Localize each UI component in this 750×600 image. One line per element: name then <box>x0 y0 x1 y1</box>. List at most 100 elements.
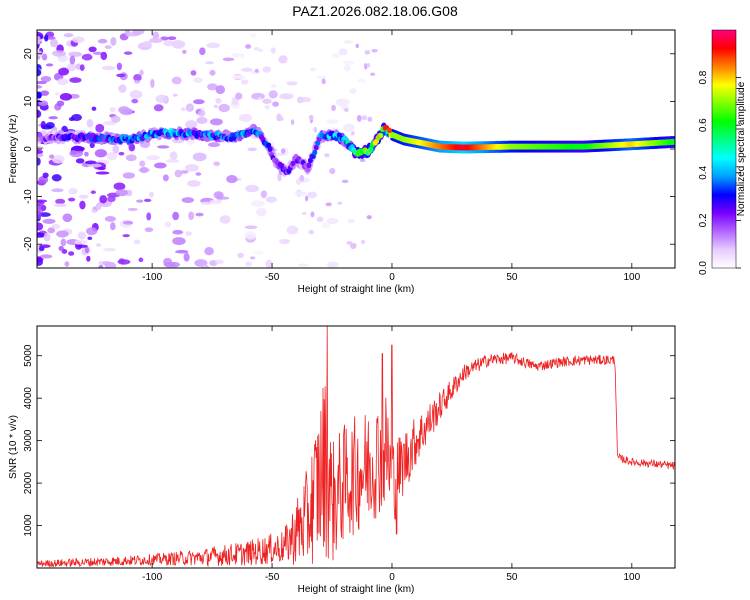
noise-blob <box>115 189 128 197</box>
noise-blob <box>155 94 168 104</box>
x-tick-label: 100 <box>623 272 640 283</box>
noise-blob <box>77 244 88 248</box>
noise-blob <box>68 117 75 122</box>
noise-blob <box>251 200 265 207</box>
noise-blob <box>68 187 78 195</box>
noise-blob <box>245 261 253 267</box>
noise-blob <box>215 85 226 95</box>
noise-blob <box>111 115 121 123</box>
ridge-core <box>290 160 296 167</box>
noise-blob <box>163 40 174 47</box>
noise-blob <box>325 202 332 207</box>
noise-blob <box>109 106 116 113</box>
noise-blob <box>195 172 202 176</box>
noise-blob <box>226 175 238 184</box>
noise-blob <box>344 107 349 113</box>
noise-blob <box>371 48 378 53</box>
noise-blob <box>143 40 152 48</box>
noise-blob <box>316 75 327 79</box>
noise-blob <box>231 75 246 79</box>
noise-blob <box>346 241 353 245</box>
noise-blob <box>265 196 278 203</box>
noise-blob <box>44 34 49 42</box>
noise-blob <box>51 155 65 164</box>
noise-blob <box>245 44 252 49</box>
noise-blob <box>331 104 336 111</box>
noise-blob <box>110 37 117 46</box>
noise-blob <box>95 171 110 175</box>
figure-title: PAZ1.2026.082.18.06.G08 <box>292 3 458 19</box>
noise-blob <box>172 93 178 97</box>
noise-blob <box>171 40 186 49</box>
noise-blob <box>165 158 180 163</box>
noise-blob <box>69 77 82 83</box>
y-tick-label: 0 <box>23 146 34 152</box>
noise-blob <box>343 40 354 44</box>
noise-blob <box>37 199 48 203</box>
noise-blob <box>262 98 272 104</box>
noise-blob <box>244 231 257 240</box>
noise-blob <box>57 78 69 86</box>
noise-blob <box>195 212 204 217</box>
y-tick-label: 5000 <box>23 344 34 367</box>
noise-blob <box>131 98 139 104</box>
noise-blob <box>201 264 210 268</box>
noise-blob <box>184 164 199 172</box>
snr-x-axis-title: Height of straight line (km) <box>298 584 415 595</box>
noise-blob <box>366 215 372 220</box>
ridge-core <box>306 162 312 169</box>
noise-blob <box>40 76 52 82</box>
y-tick-label: -20 <box>23 237 34 252</box>
noise-blob <box>129 90 143 99</box>
noise-blob <box>316 216 324 223</box>
noise-blob <box>42 172 49 179</box>
noise-blob <box>51 224 61 229</box>
noise-blob <box>86 227 98 236</box>
noise-blob <box>92 51 103 55</box>
y-tick-label: 10 <box>23 95 34 107</box>
noise-blob <box>304 195 309 202</box>
noise-blob <box>78 194 89 199</box>
noise-blob <box>367 116 373 122</box>
noise-blob <box>77 231 87 240</box>
noise-blob <box>98 264 104 268</box>
noise-blob <box>273 152 286 157</box>
noise-blob <box>139 166 149 174</box>
noise-blob <box>279 116 284 122</box>
noise-blob <box>278 55 288 64</box>
noise-blob <box>199 47 206 56</box>
noise-blob <box>84 160 97 165</box>
y-tick-label: 1000 <box>23 514 34 537</box>
snr-panel: -100 -50 0 50 100 1000 2000 3000 4000 5000 Heigh… <box>8 325 676 595</box>
x-tick-label: 50 <box>506 272 518 283</box>
noise-blob <box>355 43 359 48</box>
x-tick-label: -50 <box>265 572 280 583</box>
noise-blob <box>106 152 118 161</box>
noise-blob <box>237 252 244 259</box>
noise-blob <box>37 35 41 45</box>
noise-blob <box>47 227 56 234</box>
noise-blob <box>299 174 305 182</box>
noise-blob <box>102 260 111 266</box>
noise-blob <box>118 84 127 93</box>
noise-blob <box>329 167 336 175</box>
noise-blob <box>37 149 44 154</box>
noise-blob <box>69 149 84 158</box>
noise-blob <box>175 249 189 254</box>
colorbar-strip <box>711 29 737 269</box>
noise-blob <box>204 247 214 256</box>
noise-blob <box>167 36 177 41</box>
noise-blob <box>118 106 130 114</box>
noise-blob <box>209 69 216 76</box>
noise-blob <box>231 52 242 58</box>
spectrogram-ridge <box>37 122 675 177</box>
spectrogram-y-axis-title: Frequency (Hz) <box>8 115 19 184</box>
noise-blob <box>116 73 126 78</box>
noise-blob <box>134 79 140 84</box>
noise-blob <box>222 57 235 62</box>
noise-blob <box>268 90 278 99</box>
noise-blob <box>125 154 137 162</box>
noise-blob <box>154 162 167 169</box>
